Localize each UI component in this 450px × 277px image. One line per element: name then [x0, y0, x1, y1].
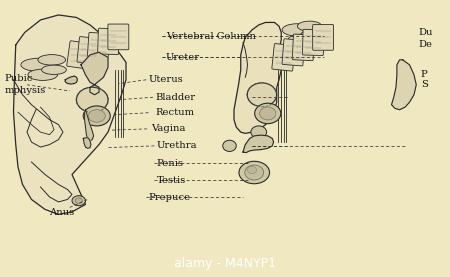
Text: De: De — [418, 40, 432, 49]
FancyBboxPatch shape — [98, 28, 119, 55]
FancyBboxPatch shape — [272, 43, 295, 71]
Text: P: P — [421, 70, 427, 79]
Polygon shape — [234, 22, 281, 133]
Text: Pubic: Pubic — [4, 74, 33, 83]
Polygon shape — [392, 60, 416, 110]
FancyBboxPatch shape — [108, 24, 129, 50]
Ellipse shape — [251, 126, 266, 138]
Ellipse shape — [282, 24, 312, 36]
Ellipse shape — [297, 21, 322, 31]
Ellipse shape — [83, 106, 110, 126]
Polygon shape — [85, 110, 94, 141]
Ellipse shape — [223, 140, 236, 152]
Text: alamy - M4NYP1: alamy - M4NYP1 — [174, 257, 276, 270]
Text: Vagina: Vagina — [151, 124, 185, 134]
Text: Anus: Anus — [50, 208, 75, 217]
FancyBboxPatch shape — [302, 29, 324, 55]
Ellipse shape — [301, 30, 322, 39]
Ellipse shape — [255, 103, 281, 124]
Text: Penis: Penis — [157, 159, 184, 168]
Ellipse shape — [239, 161, 270, 184]
Ellipse shape — [21, 58, 56, 71]
Polygon shape — [14, 15, 126, 214]
Ellipse shape — [248, 83, 276, 107]
Ellipse shape — [72, 196, 86, 206]
Ellipse shape — [76, 87, 108, 112]
FancyBboxPatch shape — [67, 41, 91, 69]
Ellipse shape — [75, 198, 82, 203]
FancyBboxPatch shape — [77, 37, 100, 64]
Ellipse shape — [38, 55, 66, 65]
Ellipse shape — [260, 107, 276, 120]
FancyBboxPatch shape — [282, 39, 305, 66]
Text: Vertebral Column: Vertebral Column — [166, 32, 256, 41]
Polygon shape — [81, 52, 108, 95]
Polygon shape — [83, 138, 91, 148]
Text: Du: Du — [418, 28, 433, 37]
Ellipse shape — [288, 34, 315, 45]
Text: Rectum: Rectum — [155, 108, 194, 117]
Polygon shape — [65, 76, 77, 84]
Text: Testis: Testis — [157, 176, 186, 185]
Ellipse shape — [41, 65, 67, 75]
Text: S: S — [421, 80, 427, 89]
FancyBboxPatch shape — [313, 25, 333, 50]
Ellipse shape — [248, 166, 256, 174]
FancyBboxPatch shape — [292, 34, 315, 61]
Text: Ureter: Ureter — [166, 53, 200, 62]
Ellipse shape — [28, 69, 58, 80]
Text: mphysis: mphysis — [4, 86, 46, 96]
FancyBboxPatch shape — [87, 32, 110, 59]
Ellipse shape — [88, 110, 105, 122]
Text: Urethra: Urethra — [157, 141, 197, 150]
Text: Prepuce: Prepuce — [148, 193, 191, 202]
Text: Bladder: Bladder — [155, 93, 195, 102]
Text: Uterus: Uterus — [148, 75, 183, 84]
Polygon shape — [243, 135, 274, 153]
Ellipse shape — [245, 165, 264, 180]
